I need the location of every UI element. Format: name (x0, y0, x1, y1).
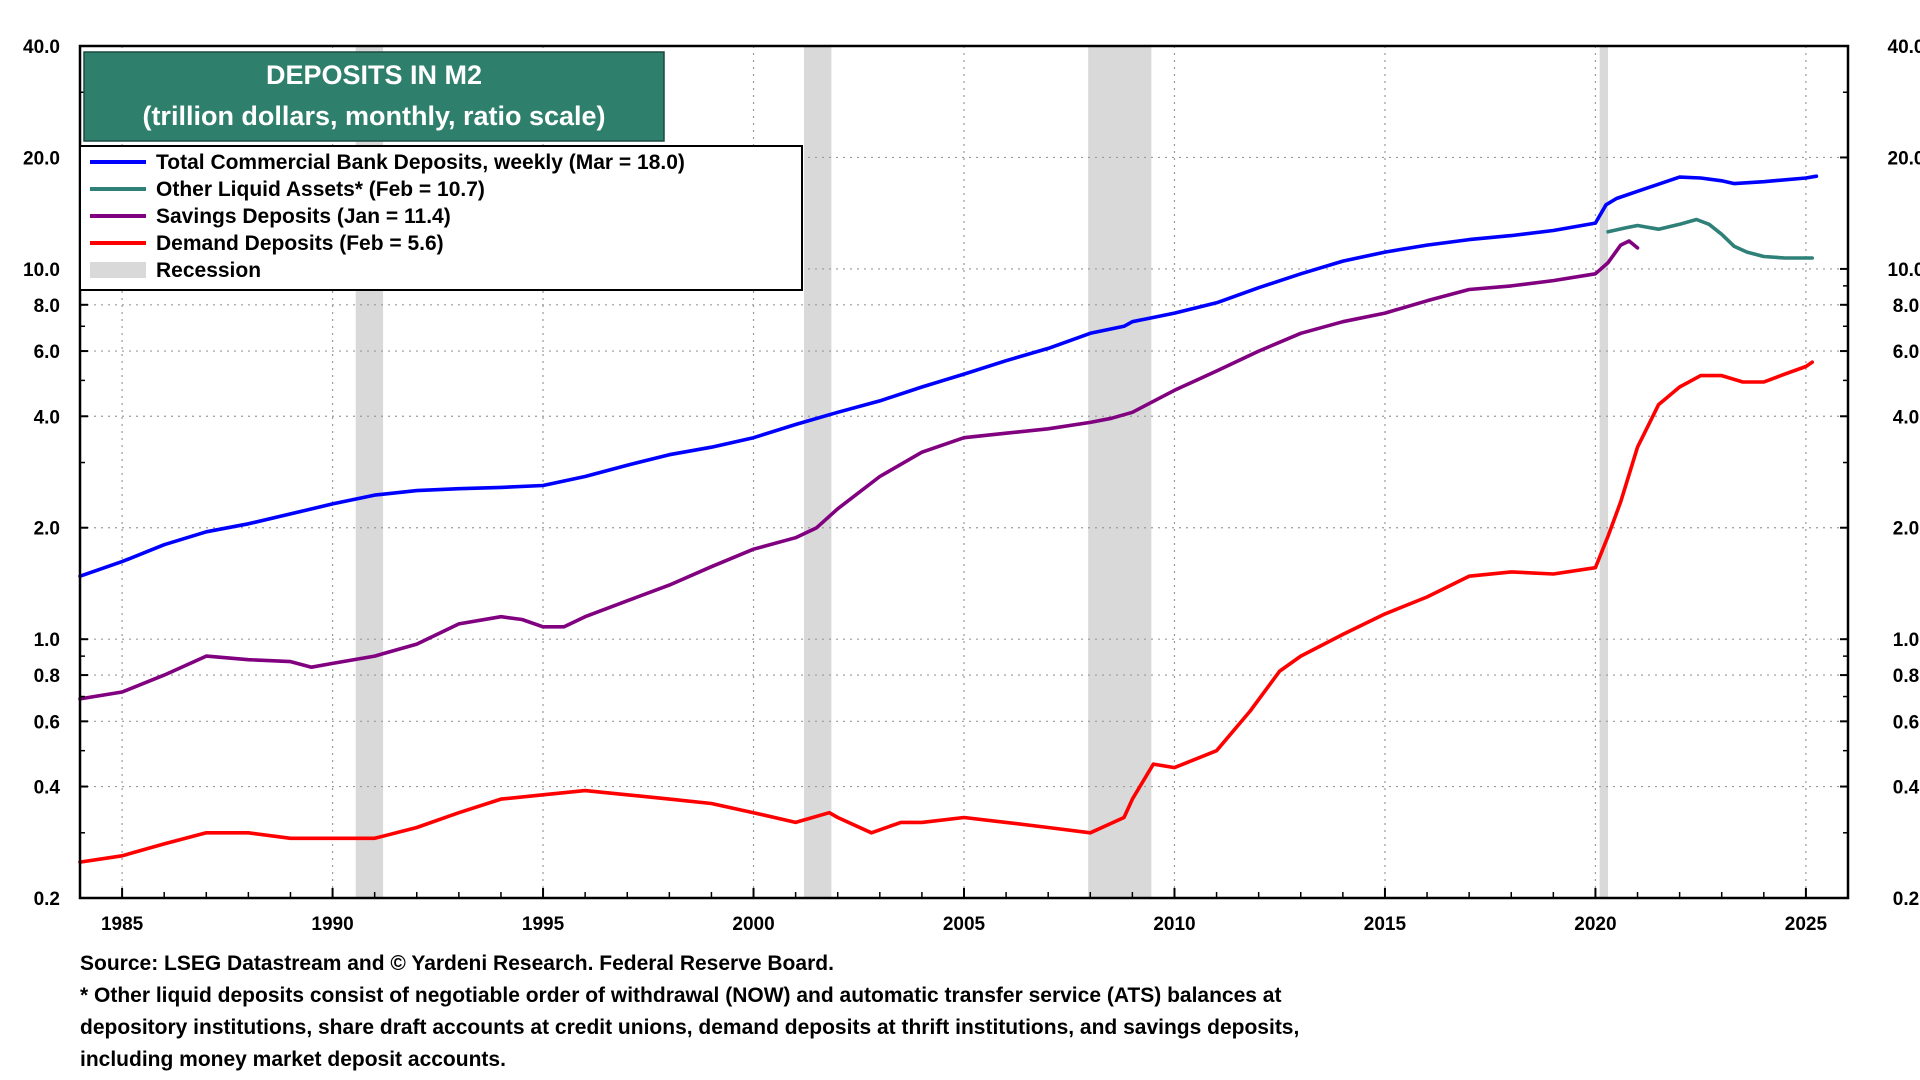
series-line-savings-deposits (78, 239, 1640, 701)
y-tick-label-left: 6.0 (34, 342, 60, 363)
recession-band-3 (1088, 46, 1152, 898)
footnote-line-1: * Other liquid deposits consist of negot… (80, 984, 1282, 1007)
series-line-total-commercial-bank-deposits (78, 174, 1819, 579)
chart-footer: Source: LSEG Datastream and © Yardeni Re… (80, 948, 1880, 1076)
y-tick-label-right: 0.2 (1893, 889, 1919, 910)
y-tick-label-left: 1.0 (34, 630, 60, 651)
y-tick-label-right: 10.0 (1888, 260, 1920, 281)
x-tick-label: 2025 (1785, 914, 1828, 935)
x-tick-label: 1995 (522, 914, 565, 935)
series-line-other-liquid-assets (1606, 217, 1814, 260)
y-tick-label-right: 20.0 (1888, 148, 1920, 169)
series-lines (78, 174, 1819, 864)
recession-band-2 (804, 46, 832, 898)
x-tick-label: 2015 (1364, 914, 1407, 935)
y-tick-label-right: 0.8 (1893, 666, 1919, 687)
x-tick-label: 1990 (311, 914, 353, 935)
legend-swatch-recession (90, 262, 146, 278)
y-tick-label-right: 8.0 (1893, 296, 1919, 317)
footnote-line-3: including money market deposit accounts. (80, 1048, 506, 1071)
axis-ticks: 40.0 40.0 20.0 20.0 10.0 10.0 8.0 8.0 6.0 6.0 4.0 4… (23, 37, 1920, 935)
y-tick-label-left: 0.8 (34, 666, 60, 687)
series-line-demand-deposits (78, 360, 1814, 864)
chart-canvas: 40.0 40.0 20.0 20.0 10.0 10.0 8.0 8.0 6.0 6.0 4.0 4… (23, 37, 1920, 935)
y-tick-label-right: 0.6 (1893, 712, 1919, 733)
y-tick-label-right: 40.0 (1888, 37, 1920, 58)
y-tick-label-left: 8.0 (34, 296, 60, 317)
y-tick-label-right: 2.0 (1893, 519, 1919, 540)
y-tick-label-left: 10.0 (23, 260, 60, 281)
chart-subtitle: (trillion dollars, monthly, ratio scale) (142, 101, 605, 131)
x-tick-label: 1985 (101, 914, 144, 935)
legend-label-total-deposits: Total Commercial Bank Deposits, weekly (… (156, 151, 685, 174)
legend-label-savings-deposits: Savings Deposits (Jan = 11.4) (156, 205, 451, 228)
legend-label-recession: Recession (156, 259, 261, 282)
legend-label-demand-deposits: Demand Deposits (Feb = 5.6) (156, 232, 444, 255)
y-tick-label-left: 40.0 (23, 37, 60, 58)
legend-label-other-liquid-assets: Other Liquid Assets* (Feb = 10.7) (156, 178, 485, 201)
source-note: Source: LSEG Datastream and © Yardeni Re… (80, 952, 834, 975)
x-tick-label: 2005 (943, 914, 986, 935)
y-tick-label-left: 0.2 (34, 889, 60, 910)
chart-title: DEPOSITS IN M2 (266, 60, 482, 90)
y-tick-label-left: 0.4 (34, 778, 61, 799)
footnote-line-2: depository institutions, share draft acc… (80, 1016, 1300, 1039)
y-tick-label-left: 20.0 (23, 148, 60, 169)
title-background (83, 51, 665, 142)
y-tick-label-right: 0.4 (1893, 778, 1920, 799)
chart-title-box: DEPOSITS IN M2 (trillion dollars, monthl… (83, 51, 665, 142)
recession-band-4 (1599, 46, 1609, 898)
y-tick-label-right: 4.0 (1893, 407, 1919, 428)
y-tick-label-left: 0.6 (34, 712, 60, 733)
y-tick-label-left: 2.0 (34, 519, 60, 540)
legend-box (79, 145, 803, 291)
legend: Total Commercial Bank Deposits, weekly (… (79, 145, 803, 291)
y-tick-label-right: 6.0 (1893, 342, 1919, 363)
y-tick-label-left: 4.0 (34, 407, 60, 428)
x-tick-label: 2000 (732, 914, 774, 935)
y-tick-label-right: 1.0 (1893, 630, 1919, 651)
x-tick-label: 2020 (1574, 914, 1616, 935)
x-tick-label: 2010 (1153, 914, 1195, 935)
